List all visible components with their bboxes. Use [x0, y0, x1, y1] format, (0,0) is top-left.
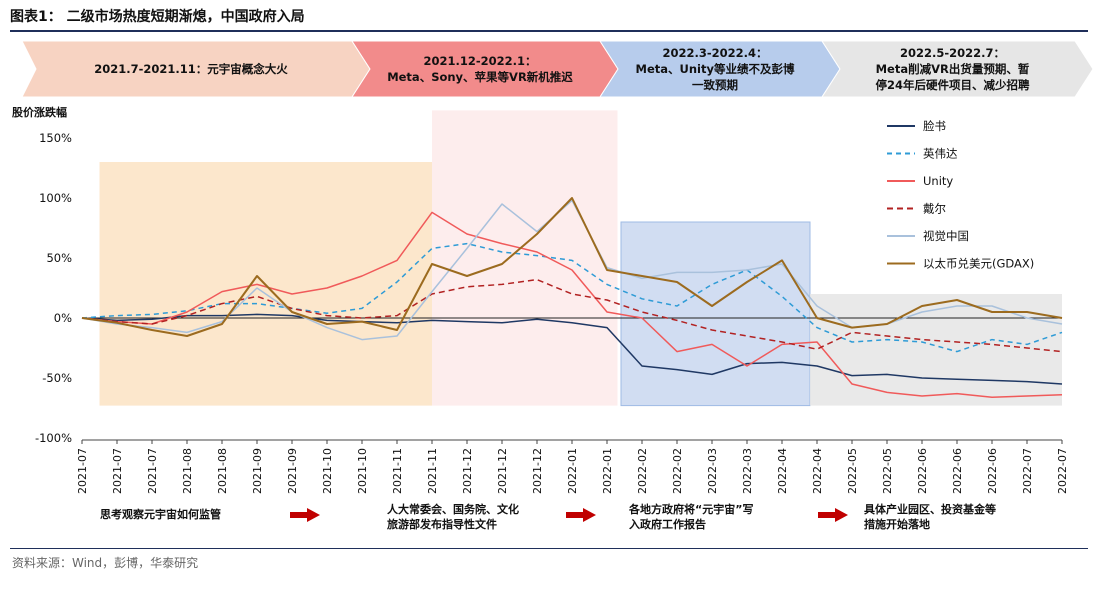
- y-tick-label: 100%: [39, 191, 72, 205]
- arrow-right-icon: [818, 508, 848, 522]
- phase-4-text-3: 停24年后硬件项目、减少招聘: [875, 78, 1030, 92]
- figure-title: 图表1： 二级市场热度短期渐熄，中国政府入局: [10, 9, 305, 25]
- note-3-line-1: 各地方政府将“元宇宙”写: [629, 503, 754, 516]
- phase-3-text-2: Meta、Unity等业绩不及彭博: [636, 62, 795, 76]
- x-tick-label: 2021-08: [181, 448, 194, 494]
- x-tick-label: 2021-07: [146, 448, 159, 494]
- x-tick-label: 2021-10: [356, 448, 369, 494]
- x-tick-label: 2021-09: [286, 448, 299, 494]
- x-tick-label: 2022-06: [916, 448, 929, 494]
- arrow-right-icon: [566, 508, 596, 522]
- phase-chevron-4: [821, 40, 1094, 98]
- series-line-6: [81, 197, 1063, 337]
- phase-chevron-2: [351, 40, 619, 98]
- y-tick-label: 0%: [54, 311, 72, 325]
- x-tick-label: 2022-04: [811, 448, 824, 494]
- note-2-line-1: 人大常委会、国务院、文化: [387, 503, 519, 516]
- x-tick-label: 2022-02: [636, 448, 649, 494]
- phase-2-text-1: 2021.12-2022.1：: [423, 54, 536, 68]
- legend-label-2: 英伟达: [923, 147, 958, 161]
- legend-label-3: Unity: [923, 174, 953, 188]
- x-tick-label: 2021-08: [216, 448, 229, 494]
- legend-label-6: 以太币兑美元(GDAX): [923, 257, 1034, 271]
- x-tick-label: 2022-03: [741, 448, 754, 494]
- note-1-line-1: 思考观察元宇宙如何监管: [100, 508, 221, 521]
- phase-4-text-1: 2022.5-2022.7：: [900, 46, 1005, 60]
- note-2-line-2: 旅游部发布指导性文件: [387, 518, 497, 531]
- y-tick-label: 50%: [46, 251, 72, 265]
- series-line-3: [81, 211, 1063, 398]
- x-tick-label: 2021-12: [531, 448, 544, 494]
- x-tick-label: 2022-05: [846, 448, 859, 494]
- x-tick-label: 2022-04: [776, 448, 789, 494]
- series-line-1: [81, 313, 1063, 385]
- footer-rule: [10, 548, 1088, 549]
- phase-4-text-2: Meta削减VR出货量预期、暂: [876, 62, 1030, 76]
- x-tick-label: 2022-07: [1056, 448, 1069, 494]
- note-3-line-2: 入政府工作报告: [629, 518, 706, 531]
- series-line-5: [81, 199, 1063, 341]
- phase-3-text-3: 一致预期: [692, 78, 738, 92]
- shaded-period-3: [620, 221, 811, 407]
- note-1: 思考观察元宇宙如何监管: [100, 507, 221, 522]
- y-tick-label: 150%: [39, 131, 72, 145]
- x-tick-label: 2022-06: [986, 448, 999, 494]
- x-tick-label: 2022-03: [706, 448, 719, 494]
- shaded-period-2: [432, 110, 618, 406]
- x-tick-label: 2022-06: [951, 448, 964, 494]
- x-tick-label: 2021-12: [496, 448, 509, 494]
- phase-1-text-1: 2021.7-2021.11：元宇宙概念大火: [94, 62, 288, 76]
- x-tick-label: 2022-05: [881, 448, 894, 494]
- note-4-line-1: 具体产业园区、投资基金等: [864, 503, 996, 516]
- phase-3-text-1: 2022.3-2022.4：: [662, 46, 767, 60]
- x-tick-label: 2021-11: [426, 448, 439, 494]
- chart-svg: 2021.7-2021.11：元宇宙概念大火 2021.12-2022.1： Met…: [21, 40, 1094, 494]
- x-tick-label: 2021-09: [251, 448, 264, 494]
- x-tick-label: 2022-01: [601, 448, 614, 494]
- series-line-4: [81, 278, 1063, 353]
- x-tick-label: 2022-02: [671, 448, 684, 494]
- legend-label-5: 视觉中国: [923, 229, 969, 243]
- x-tick-label: 2021-07: [76, 448, 89, 494]
- y-tick-label: -100%: [35, 431, 72, 445]
- phase-2-text-2: Meta、Sony、苹果等VR新机推迟: [387, 70, 573, 84]
- y-axis-label: 股价涨跌幅: [12, 106, 67, 119]
- x-tick-label: 2022-01: [566, 448, 579, 494]
- legend-label-4: 戴尔: [923, 202, 946, 216]
- x-tick-label: 2022-07: [1021, 448, 1034, 494]
- source-note: 资料来源：Wind，彭博，华泰研究: [12, 556, 199, 570]
- note-2: 人大常委会、国务院、文化 旅游部发布指导性文件: [387, 502, 519, 532]
- note-4: 具体产业园区、投资基金等 措施开始落地: [864, 502, 996, 532]
- note-4-line-2: 措施开始落地: [864, 518, 930, 531]
- x-tick-label: 2021-12: [461, 448, 474, 494]
- series-line-2: [81, 242, 1063, 353]
- title-rule: [10, 30, 1088, 32]
- x-tick-label: 2021-10: [321, 448, 334, 494]
- arrow-right-icon: [290, 508, 320, 522]
- note-3: 各地方政府将“元宇宙”写 入政府工作报告: [629, 502, 753, 532]
- legend-label-1: 脸书: [923, 119, 946, 133]
- y-tick-label: -50%: [42, 371, 72, 385]
- shaded-period-4: [810, 294, 1062, 406]
- x-tick-label: 2021-07: [111, 448, 124, 494]
- x-tick-label: 2021-11: [391, 448, 404, 494]
